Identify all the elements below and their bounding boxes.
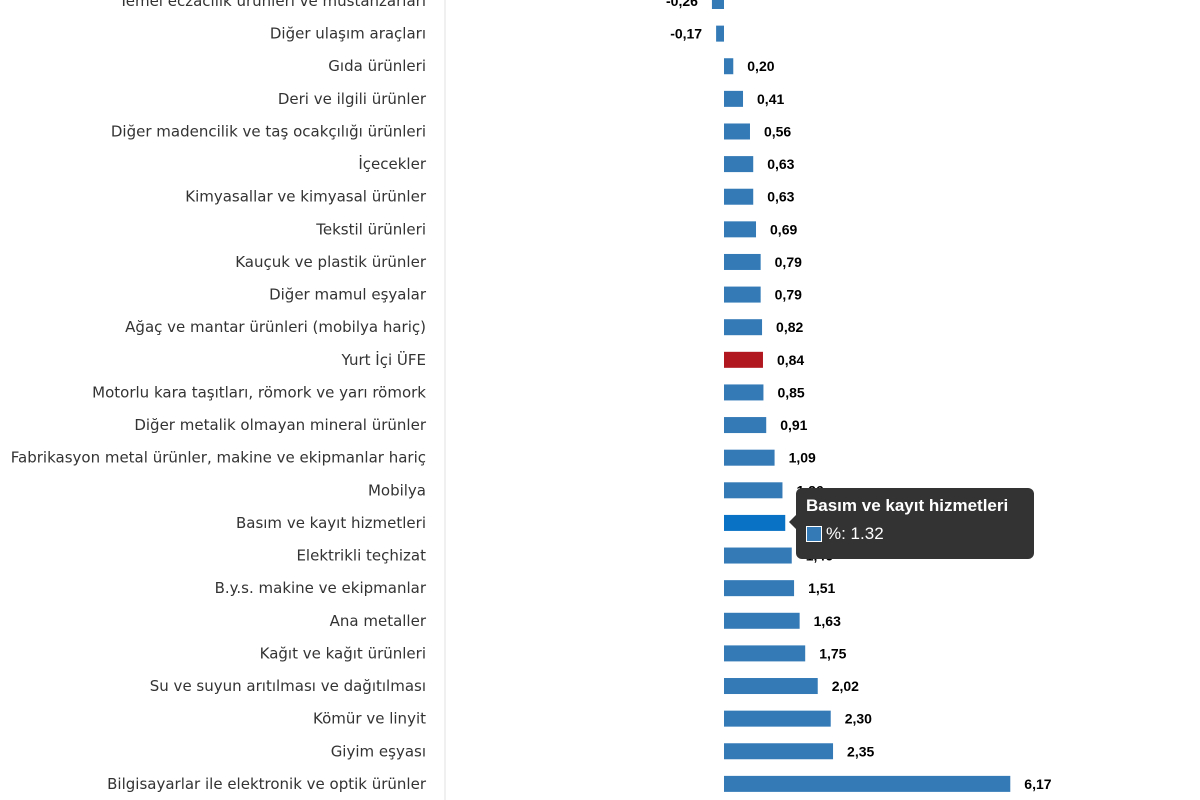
category-label: Basım ve kayıt hizmetleri [236, 514, 426, 532]
data-label: 0,85 [777, 384, 804, 400]
category-label: Bilgisayarlar ile elektronik ve optik ür… [107, 775, 427, 793]
category-label: İçecekler [358, 154, 426, 173]
data-label: 0,79 [775, 287, 802, 303]
data-label: 2,02 [832, 678, 859, 694]
category-label: Diğer madencilik ve taş ocakçılığı ürünl… [111, 122, 426, 140]
bar[interactable] [724, 384, 764, 401]
bar[interactable] [724, 645, 806, 662]
data-label: 0,82 [776, 319, 803, 335]
bar[interactable] [724, 678, 818, 695]
bar[interactable] [716, 25, 724, 42]
category-label: Su ve suyun arıtılması ve dağıtılması [150, 677, 426, 695]
category-label: Temel eczacılık ürünleri ve müstahzarlar… [118, 0, 426, 10]
bar[interactable] [724, 156, 754, 173]
tooltip-value: %: 1.32 [826, 524, 884, 543]
bar[interactable] [724, 449, 775, 466]
data-label: 0,69 [770, 221, 797, 237]
category-label: Deri ve ilgili ürünler [278, 90, 427, 108]
data-label: -0,17 [670, 26, 702, 42]
tooltip-swatch [806, 526, 822, 542]
bar[interactable] [724, 775, 1011, 792]
category-label: Ağaç ve mantar ürünleri (mobilya hariç) [125, 318, 426, 336]
bar[interactable] [724, 319, 763, 336]
category-label: Diğer metalik olmayan mineral ürünler [134, 416, 426, 434]
category-label: B.y.s. makine ve ekipmanlar [215, 579, 427, 597]
data-label: 0,20 [747, 58, 774, 74]
data-label: 1,09 [789, 450, 816, 466]
bar[interactable] [724, 286, 761, 303]
category-label: Kauçuk ve plastik ürünler [235, 253, 427, 271]
bar[interactable] [724, 351, 763, 368]
category-label: Gıda ürünleri [328, 57, 426, 75]
data-label: 0,63 [767, 156, 794, 172]
bar[interactable] [724, 482, 783, 499]
tooltip-title: Basım ve kayıt hizmetleri [806, 496, 1009, 515]
bar[interactable] [711, 0, 724, 9]
bar[interactable] [724, 123, 750, 140]
bar[interactable] [724, 221, 757, 238]
data-label: 0,79 [775, 254, 802, 270]
data-label: 2,35 [847, 743, 874, 759]
category-label: Tekstil ürünleri [315, 220, 426, 238]
category-label: Diğer mamul eşyalar [269, 286, 427, 304]
category-label: Motorlu kara taşıtları, römork ve yarı r… [92, 383, 426, 401]
category-label: Fabrikasyon metal ürünler, makine ve eki… [11, 449, 426, 467]
data-label: 2,30 [845, 711, 872, 727]
bar[interactable] [724, 547, 792, 564]
bar[interactable] [724, 188, 754, 205]
data-label: 0,56 [764, 123, 791, 139]
bar[interactable] [724, 514, 786, 531]
bar[interactable] [724, 417, 767, 434]
category-label: Kağıt ve kağıt ürünleri [260, 644, 426, 662]
data-label: 1,63 [814, 613, 841, 629]
category-label: Yurt İçi ÜFE [341, 350, 426, 369]
bar[interactable] [724, 253, 761, 270]
category-label: Kimyasallar ve kimyasal ürünler [185, 188, 427, 206]
bar[interactable] [724, 612, 800, 629]
data-label: 0,91 [780, 417, 807, 433]
category-label: Giyim eşyası [331, 742, 426, 760]
chart-tooltip: Basım ve kayıt hizmetleri %: 1.32 [789, 488, 1034, 559]
category-label: Elektrikli teçhizat [296, 547, 426, 565]
bar[interactable] [724, 58, 734, 75]
data-label: -0,26 [666, 0, 698, 9]
data-label: 1,51 [808, 580, 835, 596]
bar[interactable] [724, 580, 795, 597]
bar[interactable] [724, 710, 831, 727]
data-label: 0,84 [777, 352, 804, 368]
data-label: 6,17 [1024, 776, 1051, 792]
data-label: 1,75 [819, 645, 846, 661]
category-label: Kömür ve linyit [313, 710, 426, 728]
category-label: Mobilya [368, 481, 426, 499]
data-label: 0,63 [767, 189, 794, 205]
bar[interactable] [724, 743, 834, 760]
bar[interactable] [724, 90, 744, 107]
category-label: Ana metaller [330, 612, 427, 630]
category-label: Diğer ulaşım araçları [270, 25, 426, 43]
data-label: 0,41 [757, 91, 784, 107]
